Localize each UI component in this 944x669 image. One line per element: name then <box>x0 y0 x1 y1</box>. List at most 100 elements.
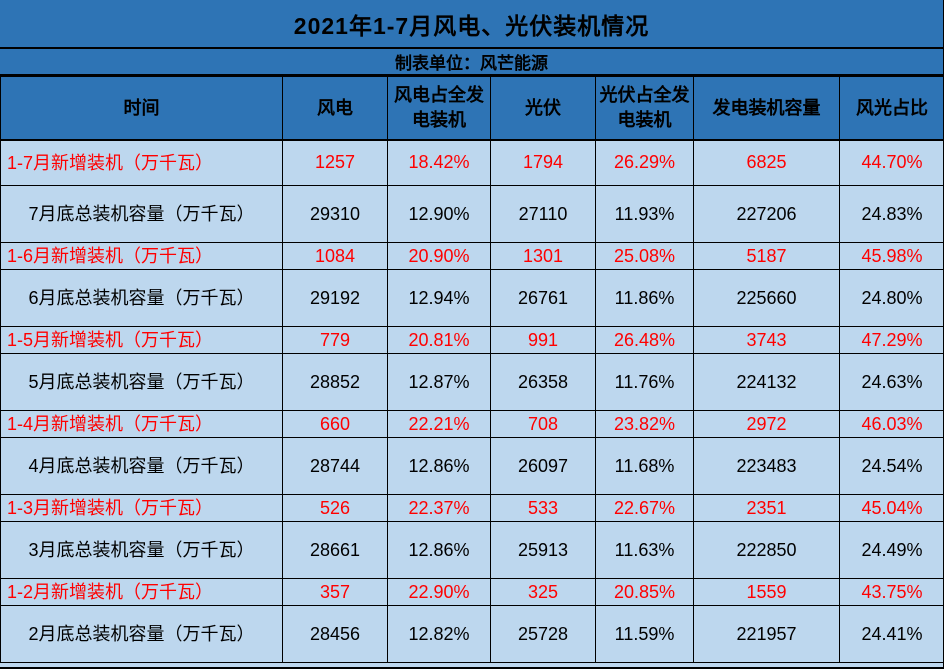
header-row: 时间 风电 风电占全发电装机 光伏 光伏占全发电装机 发电装机容量 风光占比 <box>0 76 943 141</box>
cell-period-label: 1-3月新增装机（万千瓦） <box>0 494 283 523</box>
cell-wind-pv-share-value: 44.70% <box>839 139 943 186</box>
cell-pv-share-value: 11.76% <box>595 353 694 412</box>
installation-data-table: 时间 风电 风电占全发电装机 光伏 光伏占全发电装机 发电装机容量 风光占比 1… <box>0 76 943 664</box>
cell-total-capacity-value: 222850 <box>693 521 840 580</box>
cell-pv-value: 26358 <box>490 353 596 412</box>
cell-pv-share-value: 11.86% <box>595 269 694 328</box>
cell-wind-pv-share-value: 24.63% <box>839 353 943 412</box>
cell-pv-value: 325 <box>490 578 596 607</box>
table-row: 1-3月新增装机（万千瓦） 526 22.37% 533 22.67% 2351… <box>0 494 943 523</box>
cell-pv-share-value: 11.68% <box>595 437 694 496</box>
table-row: 1-5月新增装机（万千瓦） 779 20.81% 991 26.48% 3743… <box>0 326 943 355</box>
cell-wind-pv-share-value: 24.54% <box>839 437 943 496</box>
table-row: 4月底总装机容量（万千瓦） 28744 12.86% 26097 11.68% … <box>0 437 943 496</box>
cell-wind-pv-share-value: 45.98% <box>839 241 943 271</box>
cell-pv-share-value: 25.08% <box>595 241 694 271</box>
cell-period-label: 1-5月新增装机（万千瓦） <box>0 326 283 355</box>
table-row: 2月底总装机容量（万千瓦） 28456 12.82% 25728 11.59% … <box>0 605 943 664</box>
cell-wind-share-value: 20.81% <box>387 326 491 355</box>
cell-wind-pv-share-value: 24.49% <box>839 521 943 580</box>
cell-period-label: 5月底总装机容量（万千瓦） <box>0 353 283 412</box>
cell-pv-value: 708 <box>490 410 596 439</box>
cell-wind-value: 28744 <box>282 437 388 496</box>
table-row: 3月底总装机容量（万千瓦） 28661 12.86% 25913 11.63% … <box>0 521 943 580</box>
cell-pv-share-value: 11.59% <box>595 605 694 664</box>
cell-pv-value: 533 <box>490 494 596 523</box>
cell-pv-share-value: 20.85% <box>595 578 694 607</box>
cell-pv-share-value: 11.93% <box>595 185 694 243</box>
cell-period-label: 1-7月新增装机（万千瓦） <box>0 139 283 186</box>
cell-wind-share-value: 18.42% <box>387 139 491 186</box>
cell-wind-share-value: 22.37% <box>387 494 491 523</box>
cell-total-capacity-value: 223483 <box>693 437 840 496</box>
cell-wind-value: 779 <box>282 326 388 355</box>
cell-pv-value: 991 <box>490 326 596 355</box>
cell-wind-share-value: 12.86% <box>387 521 491 580</box>
cell-pv-share-value: 11.63% <box>595 521 694 580</box>
column-header-wind: 风电 <box>282 76 388 141</box>
cell-total-capacity-value: 225660 <box>693 269 840 328</box>
table-row: 7月底总装机容量（万千瓦） 29310 12.90% 27110 11.93% … <box>0 185 943 243</box>
cell-pv-value: 25728 <box>490 605 596 664</box>
cell-total-capacity-value: 2972 <box>693 410 840 439</box>
cell-period-label: 1-4月新增装机（万千瓦） <box>0 410 283 439</box>
table-row: 1-6月新增装机（万千瓦） 1084 20.90% 1301 25.08% 51… <box>0 241 943 271</box>
cell-wind-share-value: 12.86% <box>387 437 491 496</box>
cell-pv-value: 1794 <box>490 139 596 186</box>
cell-pv-value: 27110 <box>490 185 596 243</box>
column-header-pv: 光伏 <box>490 76 596 141</box>
cell-period-label: 1-2月新增装机（万千瓦） <box>0 578 283 607</box>
cell-wind-value: 526 <box>282 494 388 523</box>
cell-wind-pv-share-value: 24.83% <box>839 185 943 243</box>
cell-wind-value: 357 <box>282 578 388 607</box>
cell-pv-value: 26097 <box>490 437 596 496</box>
cell-period-label: 4月底总装机容量（万千瓦） <box>0 437 283 496</box>
cell-wind-share-value: 12.87% <box>387 353 491 412</box>
cell-pv-share-value: 22.67% <box>595 494 694 523</box>
cell-wind-pv-share-value: 46.03% <box>839 410 943 439</box>
cell-total-capacity-value: 5187 <box>693 241 840 271</box>
table-row: 1-2月新增装机（万千瓦） 357 22.90% 325 20.85% 1559… <box>0 578 943 607</box>
cell-wind-pv-share-value: 24.41% <box>839 605 943 664</box>
cell-total-capacity-value: 221957 <box>693 605 840 664</box>
cell-wind-pv-share-value: 47.29% <box>839 326 943 355</box>
table-row: 1-7月新增装机（万千瓦） 1257 18.42% 1794 26.29% 68… <box>0 139 943 186</box>
cell-wind-pv-share-value: 43.75% <box>839 578 943 607</box>
column-header-wind-share: 风电占全发电装机 <box>387 76 491 141</box>
cell-period-label: 7月底总装机容量（万千瓦） <box>0 185 283 243</box>
cell-wind-pv-share-value: 24.80% <box>839 269 943 328</box>
cell-total-capacity-value: 227206 <box>693 185 840 243</box>
cell-pv-share-value: 23.82% <box>595 410 694 439</box>
table-title: 2021年1-7月风电、光伏装机情况 <box>0 0 943 49</box>
cell-wind-value: 28456 <box>282 605 388 664</box>
cell-period-label: 2月底总装机容量（万千瓦） <box>0 605 283 664</box>
cell-pv-share-value: 26.29% <box>595 139 694 186</box>
cell-total-capacity-value: 2351 <box>693 494 840 523</box>
cell-wind-value: 1257 <box>282 139 388 186</box>
column-header-total-capacity: 发电装机容量 <box>693 76 840 141</box>
cell-wind-value: 29192 <box>282 269 388 328</box>
table-row: 6月底总装机容量（万千瓦） 29192 12.94% 26761 11.86% … <box>0 269 943 328</box>
column-header-pv-share: 光伏占全发电装机 <box>595 76 694 141</box>
table-unit-note: 制表单位：风芒能源 <box>0 49 943 76</box>
cell-wind-share-value: 22.90% <box>387 578 491 607</box>
cell-wind-share-value: 12.90% <box>387 185 491 243</box>
cell-wind-value: 28852 <box>282 353 388 412</box>
cell-pv-value: 1301 <box>490 241 596 271</box>
cell-total-capacity-value: 3743 <box>693 326 840 355</box>
cell-pv-value: 25913 <box>490 521 596 580</box>
cell-period-label: 3月底总装机容量（万千瓦） <box>0 521 283 580</box>
cell-wind-value: 1084 <box>282 241 388 271</box>
cell-wind-share-value: 20.90% <box>387 241 491 271</box>
table-row: 5月底总装机容量（万千瓦） 28852 12.87% 26358 11.76% … <box>0 353 943 412</box>
cell-pv-value: 26761 <box>490 269 596 328</box>
cell-wind-pv-share-value: 45.04% <box>839 494 943 523</box>
cell-wind-value: 28661 <box>282 521 388 580</box>
cell-period-label: 6月底总装机容量（万千瓦） <box>0 269 283 328</box>
column-header-wind-pv-share: 风光占比 <box>839 76 943 141</box>
table-row: 1-4月新增装机（万千瓦） 660 22.21% 708 23.82% 2972… <box>0 410 943 439</box>
cell-period-label: 1-6月新增装机（万千瓦） <box>0 241 283 271</box>
cell-total-capacity-value: 1559 <box>693 578 840 607</box>
cell-wind-share-value: 12.82% <box>387 605 491 664</box>
